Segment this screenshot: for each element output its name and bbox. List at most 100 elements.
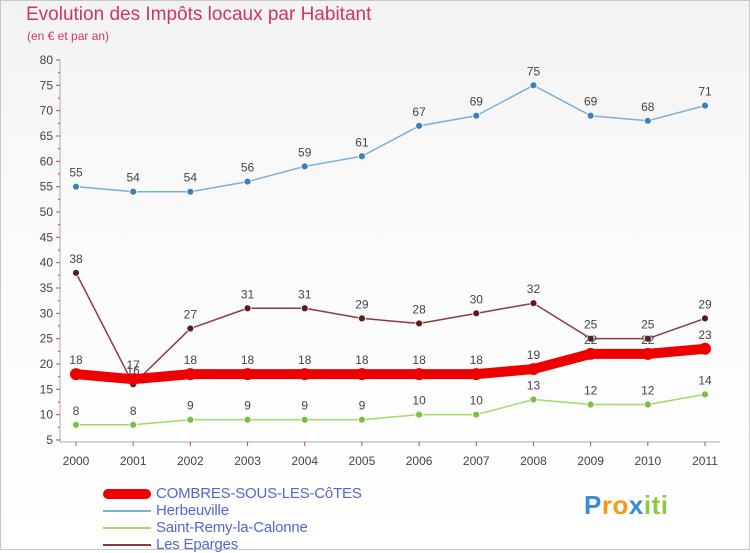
x-tick-label: 2010 [634, 454, 661, 468]
data-label: 13 [527, 378, 541, 392]
x-tick-label: 2002 [177, 454, 204, 468]
data-point [358, 152, 366, 161]
data-point [129, 420, 138, 429]
y-tick-label: 40 [40, 256, 54, 270]
data-label: 18 [355, 353, 369, 367]
data-label: 75 [527, 64, 541, 78]
data-point [415, 121, 423, 130]
data-label: 9 [187, 399, 194, 413]
x-tick-label: 2011 [692, 454, 718, 468]
y-tick-label: 35 [40, 281, 54, 295]
data-label: 69 [584, 95, 598, 109]
data-point [413, 368, 426, 381]
data-point [243, 415, 252, 424]
data-label: 38 [69, 252, 83, 266]
legend-swatch-saint-remy [103, 526, 151, 529]
data-label: 18 [298, 353, 312, 367]
data-label: 59 [298, 145, 312, 159]
y-tick-label: 30 [40, 306, 54, 320]
x-tick-label: 2007 [463, 454, 490, 468]
series-line [75, 393, 706, 426]
y-tick-label: 10 [40, 408, 54, 422]
data-label: 10 [412, 394, 426, 408]
proxiti-logo: Proxiti [584, 490, 668, 521]
data-label: 8 [73, 404, 80, 418]
y-tick-label: 75 [40, 78, 54, 92]
x-tick-label: 2000 [63, 454, 90, 468]
data-point [643, 334, 652, 343]
data-label: 18 [184, 353, 198, 367]
data-point [415, 319, 423, 328]
data-point [358, 415, 366, 424]
data-point [586, 334, 595, 343]
data-point [300, 162, 309, 171]
data-point [643, 116, 652, 125]
legend-label-herbeuville: Herbeuville [156, 502, 229, 519]
data-label: 9 [244, 399, 251, 413]
data-point [643, 400, 652, 409]
legend-item-combres: COMBRES-SOUS-LES-CôTES [103, 485, 362, 502]
logo-letter: i [660, 490, 669, 520]
data-label: 56 [241, 161, 255, 175]
logo-letter: P [584, 490, 602, 520]
data-label: 19 [527, 348, 541, 362]
data-label: 9 [359, 399, 366, 413]
legend-label-saint-remy: Saint-Remy-la-Calonne [156, 519, 308, 536]
data-label: 22 [641, 333, 655, 347]
legend-item-herbeuville: Herbeuville [103, 502, 362, 519]
data-point [529, 299, 538, 308]
y-tick-label: 65 [40, 129, 54, 143]
data-label: 22 [584, 333, 598, 347]
data-point [129, 187, 138, 196]
data-label: 27 [184, 308, 198, 322]
data-label: 25 [641, 318, 655, 332]
y-tick-label: 70 [40, 104, 54, 118]
data-point [701, 314, 709, 323]
data-point [529, 81, 538, 90]
data-point [72, 268, 80, 277]
data-label: 18 [412, 353, 426, 367]
y-tick-label: 55 [40, 180, 54, 194]
legend-swatch-herbeuville [103, 509, 151, 512]
data-label: 29 [355, 297, 369, 311]
x-tick-label: 2001 [120, 454, 147, 468]
logo-letter: i [643, 490, 652, 520]
data-label: 16 [127, 363, 141, 377]
chart-subtitle: (en € et par an) [27, 29, 110, 43]
data-label: 67 [412, 105, 426, 119]
data-point [586, 400, 595, 409]
legend-swatch-eparges [103, 543, 151, 546]
data-point [701, 101, 709, 110]
data-label: 14 [698, 373, 712, 387]
y-tick-label: 25 [40, 332, 54, 346]
data-point [584, 347, 597, 360]
data-point [243, 177, 252, 186]
logo-letter: x [628, 490, 644, 520]
y-tick-label: 20 [40, 357, 54, 371]
data-label: 12 [584, 384, 598, 398]
data-point [355, 368, 368, 381]
data-point [184, 368, 197, 381]
data-label: 23 [698, 328, 712, 342]
x-tick-label: 2006 [406, 454, 433, 468]
data-label: 18 [470, 353, 484, 367]
data-label: 55 [69, 166, 83, 180]
data-point [470, 368, 483, 381]
chart-legend: COMBRES-SOUS-LES-CôTES Herbeuville Saint… [103, 485, 362, 553]
data-label: 30 [470, 292, 484, 306]
data-label: 32 [527, 282, 541, 296]
data-point [300, 415, 309, 424]
data-label: 28 [412, 302, 426, 316]
data-label: 31 [298, 287, 312, 301]
y-tick-label: 50 [40, 205, 54, 219]
data-label: 18 [69, 353, 83, 367]
x-tick-label: 2003 [234, 454, 261, 468]
data-point [300, 304, 309, 313]
data-point [472, 309, 481, 318]
data-point [243, 304, 252, 313]
data-point [701, 390, 709, 399]
logo-letter: t [651, 490, 661, 520]
data-label: 69 [470, 95, 484, 109]
